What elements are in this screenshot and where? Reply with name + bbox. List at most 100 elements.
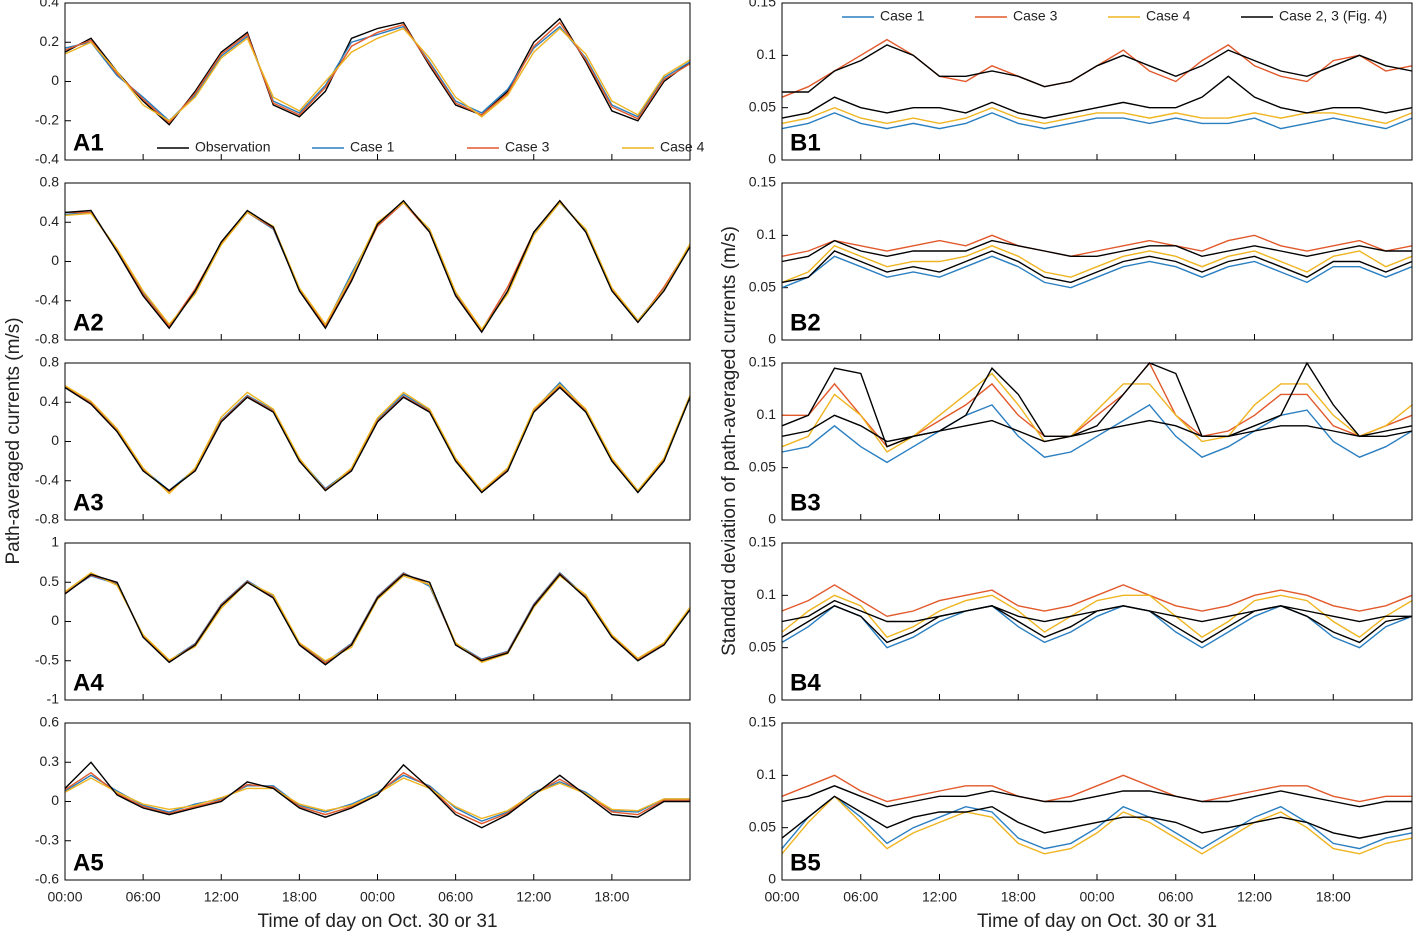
legend-label: Case 4 — [1146, 8, 1191, 24]
y-tick-label: 0.8 — [40, 354, 60, 370]
x-tick-label: 12:00 — [1237, 889, 1272, 905]
y-tick-label: 0.1 — [757, 406, 777, 422]
panel-label: A1 — [73, 129, 104, 156]
x-tick-label: 12:00 — [922, 889, 957, 905]
series-line — [781, 403, 1413, 464]
panel-label: A4 — [73, 669, 104, 696]
x-tick-label: 06:00 — [843, 889, 878, 905]
y-tick-label: -0.5 — [35, 651, 59, 667]
series-line — [782, 44, 1413, 93]
y-tick-label: 0.05 — [749, 458, 776, 474]
y-tick-label: 0.15 — [749, 534, 776, 550]
series-line — [781, 594, 1413, 639]
y-tick-label: 0 — [768, 691, 776, 707]
series-line — [781, 584, 1413, 618]
series-line — [781, 372, 1413, 453]
plot-frame — [64, 542, 691, 701]
series-line — [64, 199, 691, 334]
series-line — [781, 75, 1413, 119]
y-tick-label: 0.15 — [749, 714, 776, 730]
series-line — [64, 201, 691, 331]
y-tick-label: -0.3 — [35, 831, 59, 847]
x-tick-label: 12:00 — [516, 889, 551, 905]
panel-label: B4 — [790, 669, 821, 696]
y-tick-label: -1 — [47, 691, 60, 707]
series-line — [64, 761, 690, 829]
x-tick-label: 18:00 — [282, 889, 317, 905]
series-line — [64, 384, 691, 493]
series-line — [781, 255, 1413, 289]
x-tick-label: 00:00 — [1079, 889, 1114, 905]
y-tick-label: 0 — [51, 792, 59, 808]
series-line — [781, 774, 1412, 803]
y-axis-label: Standard deviation of path-averaged curr… — [719, 226, 740, 656]
x-axis-label: Time of day on Oct. 30 or 31 — [977, 911, 1217, 932]
series-line — [782, 361, 1413, 448]
x-tick-label: 06:00 — [126, 889, 161, 905]
plot-frame — [64, 362, 691, 521]
y-tick-label: -0.4 — [35, 471, 59, 487]
series-line — [64, 383, 691, 495]
y-tick-label: 0.2 — [40, 33, 60, 49]
y-tick-label: 0.1 — [757, 766, 777, 782]
y-tick-label: -0.6 — [35, 871, 59, 887]
series-line — [781, 785, 1412, 808]
y-tick-label: -0.4 — [35, 291, 59, 307]
legend-label: Case 1 — [350, 139, 395, 155]
y-tick-label: 0 — [51, 432, 59, 448]
y-tick-label: 0.4 — [40, 213, 60, 229]
plot-frame — [781, 362, 1413, 521]
legend-label: Observation — [195, 139, 270, 155]
series-line — [781, 414, 1413, 443]
series-line — [64, 777, 690, 820]
legend-label: Case 3 — [1013, 8, 1058, 24]
y-tick-label: 0.15 — [749, 354, 776, 370]
y-tick-label: 0.5 — [40, 573, 60, 589]
y-axis-label: Path-averaged currents (m/s) — [3, 317, 24, 564]
y-tick-label: -0.2 — [35, 111, 59, 127]
series-line — [781, 38, 1413, 98]
x-axis-label: Time of day on Oct. 30 or 31 — [257, 911, 497, 932]
series-line — [64, 27, 691, 122]
panel-label: A2 — [73, 309, 104, 336]
x-tick-label: 12:00 — [204, 889, 239, 905]
y-tick-label: -0.8 — [35, 511, 59, 527]
plot-frame — [64, 722, 691, 881]
legend-label: Case 4 — [660, 139, 705, 155]
y-tick-label: 0.15 — [749, 0, 776, 10]
plot-frame — [781, 182, 1413, 341]
y-tick-label: -0.8 — [35, 331, 59, 347]
legend-label: Case 2, 3 (Fig. 4) — [1279, 8, 1387, 24]
series-line — [781, 112, 1413, 130]
y-tick-label: 0 — [768, 871, 776, 887]
y-tick-label: 0 — [51, 612, 59, 628]
y-tick-label: 0.6 — [40, 714, 60, 730]
y-tick-label: 0.05 — [749, 638, 776, 654]
plot-frame — [64, 182, 691, 341]
series-line — [781, 244, 1413, 284]
legend-label: Case 1 — [880, 8, 925, 24]
series-line — [64, 571, 691, 664]
series-line — [781, 795, 1413, 839]
x-tick-label: 00:00 — [47, 889, 82, 905]
y-tick-label: 0.1 — [757, 586, 777, 602]
series-line — [781, 239, 1412, 263]
series-line — [64, 774, 690, 822]
y-tick-label: 0.05 — [749, 818, 776, 834]
series-line — [64, 21, 691, 124]
plot-frame — [781, 542, 1413, 701]
x-tick-label: 18:00 — [594, 889, 629, 905]
y-tick-label: 0.1 — [757, 226, 777, 242]
y-tick-label: 0.4 — [40, 393, 60, 409]
y-tick-label: 0.3 — [40, 753, 60, 769]
series-line — [781, 604, 1413, 649]
y-tick-label: 1 — [51, 534, 59, 550]
panel-label: B3 — [790, 489, 821, 516]
series-line — [64, 573, 691, 666]
y-tick-label: 0 — [51, 252, 59, 268]
panel-label: B2 — [790, 309, 821, 336]
y-tick-label: 0 — [768, 331, 776, 347]
plot-frame — [64, 2, 691, 161]
series-line — [64, 771, 690, 825]
